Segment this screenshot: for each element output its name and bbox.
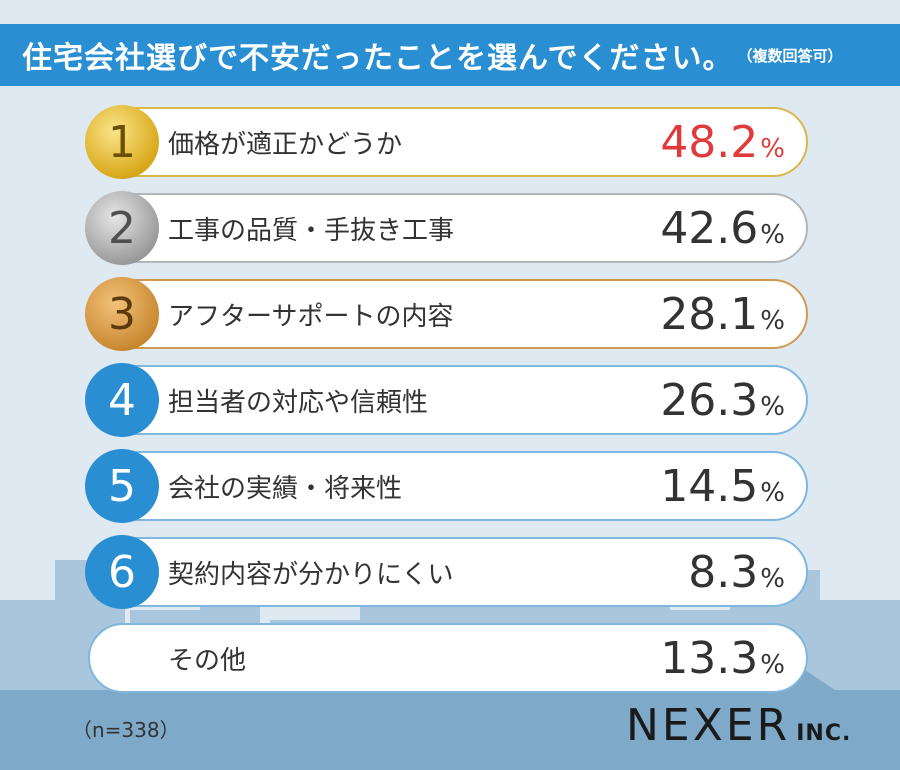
value-number: 42.6 <box>660 203 759 254</box>
value-unit: % <box>760 478 785 508</box>
ranking-row <box>88 537 808 607</box>
value-number: 28.1 <box>660 289 759 340</box>
rank-badge: 4 <box>85 363 159 437</box>
rank-badge: 1 <box>85 105 159 179</box>
row-value: 26.3% <box>660 365 785 435</box>
value-number: 26.3 <box>660 375 759 426</box>
row-label: 担当者の対応や信頼性 <box>168 387 429 418</box>
row-label: 価格が適正かどうか <box>168 129 403 160</box>
ranking-row <box>88 365 808 435</box>
value-unit: % <box>760 220 785 250</box>
row-value: 14.5% <box>660 451 785 521</box>
value-unit: % <box>760 564 785 594</box>
row-value: 42.6% <box>660 193 785 263</box>
row-value: 48.2% <box>660 107 785 177</box>
value-number: 48.2 <box>660 117 759 168</box>
sample-size: （n=338） <box>72 718 180 742</box>
logo-main: NEXER <box>626 700 791 751</box>
logo-suffix: INC. <box>796 721 852 746</box>
row-label: アフターサポートの内容 <box>168 301 454 332</box>
rank-badge: 5 <box>85 449 159 523</box>
chart-title-note: （複数回答可） <box>737 46 843 65</box>
ranking-row <box>88 623 808 693</box>
rank-badge: 3 <box>85 277 159 351</box>
ranking-row <box>88 193 808 263</box>
ranking-row <box>88 451 808 521</box>
row-value: 28.1% <box>660 279 785 349</box>
chart-title: 住宅会社選びで不安だったことを選んでください。 <box>22 41 734 76</box>
value-unit: % <box>760 650 785 680</box>
row-label: その他 <box>168 645 247 676</box>
value-unit: % <box>760 392 785 422</box>
title-bar: 住宅会社選びで不安だったことを選んでください。 （複数回答可） <box>0 24 900 86</box>
value-number: 8.3 <box>688 547 759 598</box>
rank-badge: 6 <box>85 535 159 609</box>
nexer-logo: NEXER INC. <box>626 700 851 751</box>
value-number: 13.3 <box>660 633 759 684</box>
value-number: 14.5 <box>660 461 759 512</box>
value-unit: % <box>760 306 785 336</box>
ranking-row <box>88 107 808 177</box>
row-value: 13.3% <box>660 623 785 693</box>
value-unit: % <box>760 134 785 164</box>
row-label: 契約内容が分かりにくい <box>168 559 454 590</box>
ranking-row <box>88 279 808 349</box>
row-label: 工事の品質・手抜き工事 <box>168 215 455 246</box>
row-label: 会社の実績・将来性 <box>168 473 403 504</box>
rank-badge: 2 <box>85 191 159 265</box>
row-value: 8.3% <box>688 537 785 607</box>
